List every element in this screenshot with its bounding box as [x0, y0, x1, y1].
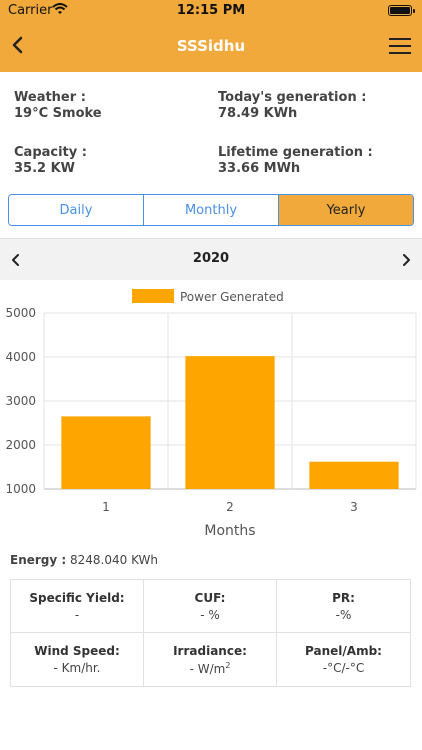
specific-yield-label: Specific Yield:	[29, 590, 125, 605]
year-label: 2020	[192, 251, 230, 266]
chevron-left-icon	[12, 36, 23, 54]
lifetime-generation-label: Lifetime generation :	[218, 145, 373, 160]
panel-amb-value: -°C/-°C	[322, 661, 365, 675]
energy-summary: Energy : 8248.040 KWh	[10, 553, 158, 567]
carrier-label: Carrier	[8, 3, 53, 18]
x-tick-label: 1	[102, 500, 110, 514]
back-button[interactable]	[8, 32, 32, 58]
next-year-button[interactable]	[396, 250, 416, 270]
capacity-label: Capacity :	[14, 145, 87, 160]
legend-swatch	[132, 289, 174, 303]
today-generation-label: Today's generation :	[218, 90, 367, 105]
bar-chart: 1000 2000 3000 4000 5000 1 2 3 Months Power Gener…	[5, 289, 417, 539]
legend-label: Power Generated	[180, 290, 284, 304]
lifetime-generation-value: 33.66 MWh	[218, 161, 301, 176]
tab-daily[interactable]: Daily	[9, 195, 143, 225]
weather-value: 19°C Smoke	[14, 106, 102, 121]
wifi-icon	[52, 3, 68, 14]
weather-label: Weather :	[14, 90, 86, 105]
x-axis-label: Months	[204, 523, 255, 539]
today-generation-info: Today's generation : 78.49 KWh	[218, 90, 366, 122]
capacity-info: Capacity : 35.2 KW	[14, 145, 87, 177]
wind-speed-cell: Wind Speed: - Km/hr.	[11, 633, 144, 686]
x-tick-label: 3	[350, 500, 358, 514]
energy-label: Energy :	[10, 553, 67, 567]
bar	[185, 356, 275, 489]
power-generated-chart: 1000 2000 3000 4000 5000 1 2 3 Months Power Gener…	[0, 282, 422, 544]
tab-monthly[interactable]: Monthly	[143, 195, 278, 225]
weather-info: Weather : 19°C Smoke	[14, 90, 102, 122]
capacity-value: 35.2 KW	[14, 161, 76, 176]
specific-yield-cell: Specific Yield: -	[11, 580, 144, 633]
pr-cell: PR: -%	[277, 580, 410, 633]
x-tick-label: 2	[226, 500, 234, 514]
wind-speed-value: - Km/hr.	[53, 661, 101, 675]
panel-amb-cell: Panel/Amb: -°C/-°C	[277, 633, 410, 686]
irradiance-label: Irradiance:	[173, 643, 247, 658]
y-tick-label: 4000	[5, 350, 36, 364]
irradiance-value: - W/m2	[189, 660, 231, 676]
wind-speed-label: Wind Speed:	[34, 644, 120, 658]
clock: 12:15 PM	[176, 3, 246, 18]
energy-value: 8248.040 KWh	[70, 553, 158, 567]
irradiance-unit-exponent: 2	[225, 660, 231, 670]
metrics-grid: Specific Yield: - CUF: - % PR: -% Wind S…	[10, 579, 411, 687]
y-tick-label: 5000	[5, 306, 36, 320]
pr-value: -%	[335, 607, 352, 622]
menu-button[interactable]	[389, 38, 411, 54]
cuf-value: - %	[200, 607, 220, 622]
y-tick-label: 2000	[5, 438, 36, 452]
panel-amb-label: Panel/Amb:	[305, 644, 382, 658]
specific-yield-value: -	[74, 607, 80, 622]
hamburger-icon	[389, 38, 411, 40]
y-tick-label: 3000	[5, 394, 36, 408]
bar	[61, 416, 151, 489]
cuf-cell: CUF: - %	[144, 580, 277, 633]
period-segmented-control: Daily Monthly Yearly	[8, 194, 414, 226]
today-generation-value: 78.49 KWh	[218, 106, 298, 121]
irradiance-cell: Irradiance: - W/m2	[144, 633, 277, 686]
y-tick-label: 1000	[5, 482, 36, 496]
cuf-label: CUF:	[194, 590, 226, 605]
pr-label: PR:	[332, 590, 355, 605]
page-title: SSSidhu	[176, 37, 246, 55]
lifetime-generation-info: Lifetime generation : 33.66 MWh	[218, 145, 373, 177]
previous-year-button[interactable]	[6, 250, 26, 270]
tab-yearly[interactable]: Yearly	[278, 195, 413, 225]
year-selector: 2020	[0, 238, 422, 280]
nav-bar: SSSidhu	[0, 22, 422, 72]
battery-icon	[388, 5, 415, 16]
status-bar: Carrier 12:15 PM	[0, 0, 422, 22]
bar	[309, 461, 399, 489]
